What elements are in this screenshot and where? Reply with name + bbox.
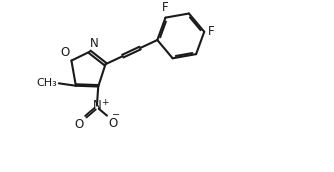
Text: CH₃: CH₃ (37, 78, 57, 88)
Text: N: N (90, 37, 99, 50)
Text: O: O (108, 117, 117, 130)
Text: −: − (112, 110, 120, 120)
Text: O: O (74, 118, 84, 131)
Text: +: + (101, 98, 108, 107)
Text: O: O (61, 46, 70, 59)
Text: N: N (93, 99, 101, 112)
Text: F: F (208, 25, 214, 38)
Text: F: F (162, 1, 169, 14)
